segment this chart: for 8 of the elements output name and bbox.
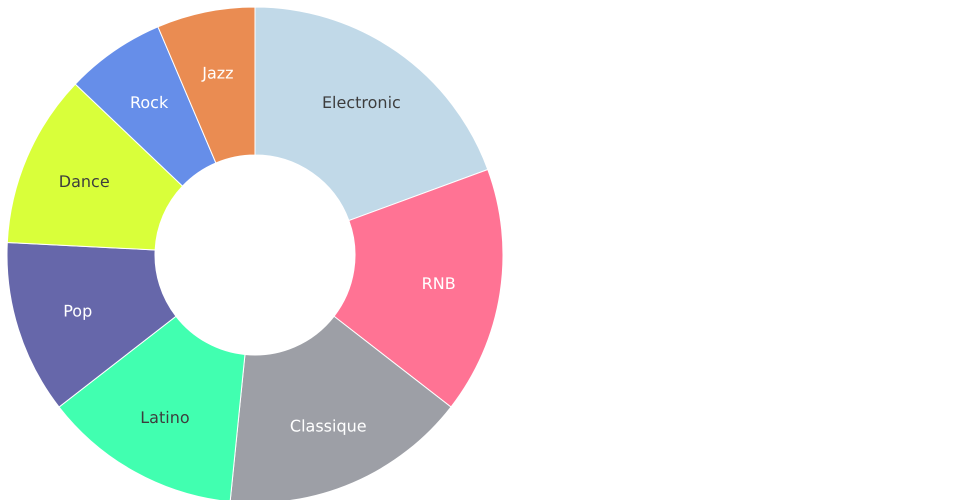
slice-label: Jazz bbox=[201, 63, 234, 82]
slice-label: Electronic bbox=[322, 93, 401, 112]
slice-label: Rock bbox=[130, 92, 169, 112]
slice-label: Dance bbox=[58, 172, 110, 192]
slice-label: RNB bbox=[422, 274, 456, 293]
slice-label: Latino bbox=[140, 408, 190, 428]
slice-label: Classique bbox=[290, 416, 367, 436]
slice-label: Pop bbox=[63, 301, 92, 320]
